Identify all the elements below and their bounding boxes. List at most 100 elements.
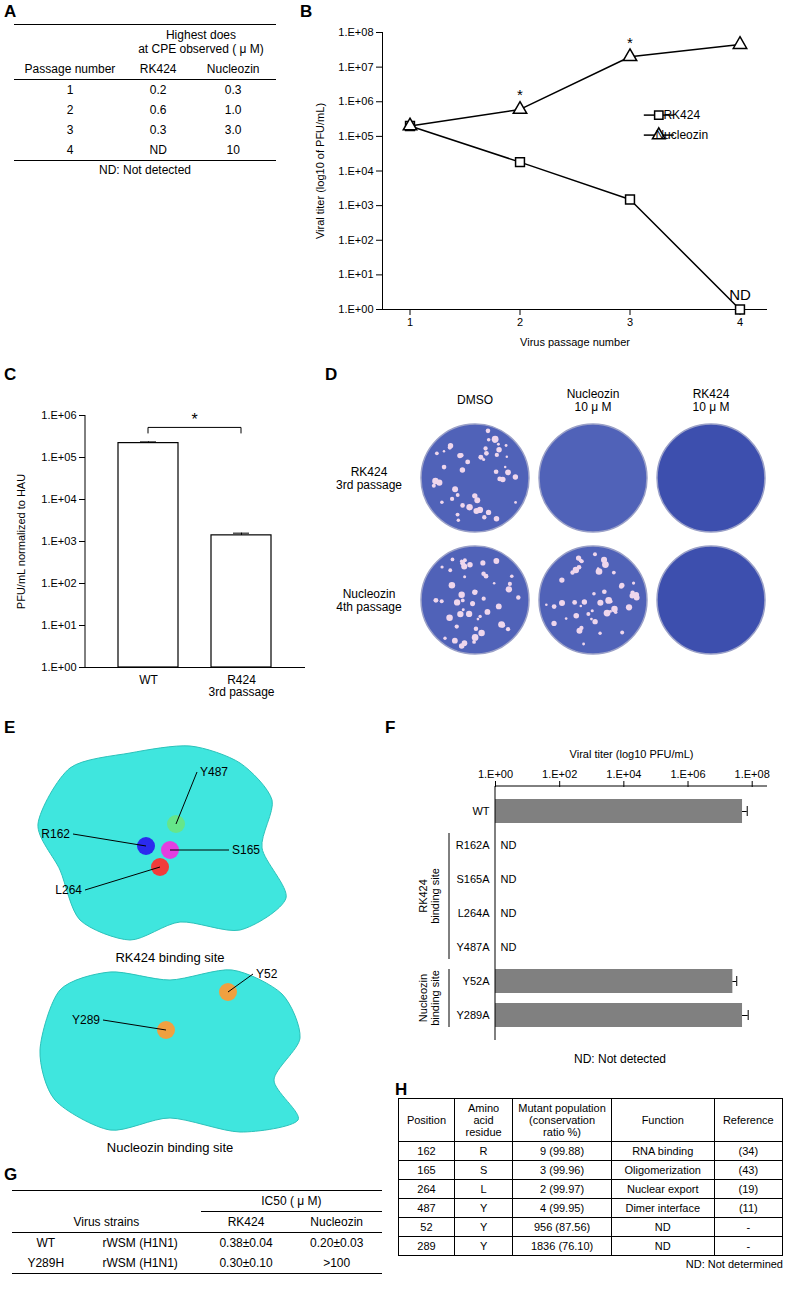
- html-text:0.20±0.03: 0.20±0.03: [310, 1236, 364, 1250]
- svg-text:R4243rd passage: R4243rd passage: [208, 673, 274, 699]
- html-text:0.3: 0.3: [224, 83, 242, 97]
- svg-text:1.E+02: 1.E+02: [41, 577, 76, 589]
- html-text:0.2: 0.2: [149, 83, 167, 97]
- html-text:10: 10: [226, 143, 240, 157]
- svg-text:*: *: [191, 411, 197, 428]
- svg-text:4: 4: [737, 316, 743, 328]
- html-text:ND: Not detected: ND: Not detected: [574, 1052, 666, 1066]
- svg-text:1.E+01: 1.E+01: [338, 268, 373, 280]
- html-text:0.6: 0.6: [149, 103, 167, 117]
- svg-text:PFU/mL normalized to HAU: PFU/mL normalized to HAU: [15, 474, 27, 609]
- html-text:0.38±0.04: 0.38±0.04: [219, 1236, 273, 1250]
- svg-text:Y487: Y487: [200, 765, 228, 779]
- html-text:Highest does at CPE observed (: Highest does at CPE observed ( μ M): [138, 28, 264, 56]
- svg-text:RK424 binding site: RK424 binding site: [115, 950, 224, 965]
- svg-text:1.E+05: 1.E+05: [338, 130, 373, 142]
- svg-text:*: *: [517, 86, 523, 103]
- svg-text:1.E+00: 1.E+00: [478, 768, 513, 780]
- svg-text:R162: R162: [41, 827, 70, 841]
- svg-text:ND: ND: [501, 941, 517, 953]
- html-text:Position: Position: [406, 1114, 446, 1126]
- svg-text:1.E+00: 1.E+00: [338, 303, 373, 315]
- svg-text:S165: S165: [232, 843, 260, 857]
- html-text:RK424: RK424: [139, 62, 177, 76]
- svg-text:Y52A: Y52A: [463, 975, 491, 987]
- html-text:3.0: 3.0: [224, 123, 242, 137]
- svg-text:ND: ND: [501, 873, 517, 885]
- svg-text:1.E+07: 1.E+07: [338, 61, 373, 73]
- svg-text:1.E+00: 1.E+00: [41, 661, 76, 673]
- svg-text:2: 2: [517, 316, 523, 328]
- svg-text:1.E+02: 1.E+02: [542, 768, 577, 780]
- svg-text:Nucleozin10 μ M: Nucleozin10 μ M: [567, 387, 620, 414]
- svg-text:Y487A: Y487A: [456, 941, 490, 953]
- svg-text:Y289: Y289: [72, 1013, 100, 1027]
- svg-text:1.E+04: 1.E+04: [606, 768, 641, 780]
- html-text:Amino acid residue: Amino acid residue: [465, 1102, 502, 1138]
- html-text:Y289H: Y289H: [27, 1256, 65, 1270]
- html-text:>100: >100: [323, 1256, 351, 1270]
- svg-text:1.E+06: 1.E+06: [670, 768, 705, 780]
- html-text:IC50 ( μ M): IC50 ( μ M): [261, 1194, 322, 1208]
- svg-text:*: *: [627, 34, 633, 51]
- svg-text:RK4243rd passage: RK4243rd passage: [336, 465, 402, 492]
- svg-text:3: 3: [627, 316, 633, 328]
- svg-text:1.E+02: 1.E+02: [338, 234, 373, 246]
- html-text:WT: WT: [36, 1236, 56, 1250]
- html-text:G: G: [4, 1165, 18, 1184]
- html-text:1.0: 1.0: [224, 103, 242, 117]
- svg-text:Viral titer (log10 of PFU/mL): Viral titer (log10 of PFU/mL): [314, 103, 326, 239]
- svg-text:1.E+03: 1.E+03: [338, 199, 373, 211]
- html-text:H: H: [395, 1080, 408, 1099]
- svg-text:L264: L264: [55, 883, 82, 897]
- svg-text:WT: WT: [139, 673, 158, 687]
- html-text:A: A: [4, 2, 17, 21]
- html-text:Function: Function: [641, 1114, 684, 1126]
- html-text:Mutant population (conservatio: Mutant population (conservation ratio %): [518, 1102, 606, 1138]
- svg-text:Nucleozin4th passage: Nucleozin4th passage: [336, 587, 402, 614]
- svg-text:Nucleozinbinding site: Nucleozinbinding site: [417, 970, 441, 1026]
- svg-text:RK42410 μ M: RK42410 μ M: [693, 387, 730, 414]
- html-text:ND: ND: [149, 143, 167, 157]
- svg-text:ND: ND: [501, 839, 517, 851]
- svg-text:ND: ND: [729, 286, 751, 303]
- html-text:Nucleozin: Nucleozin: [206, 62, 260, 76]
- svg-text:R162A: R162A: [456, 839, 490, 851]
- svg-text:Viral titer (log10 PFU/mL): Viral titer (log10 PFU/mL): [570, 748, 694, 760]
- svg-text:Nucleozin binding site: Nucleozin binding site: [107, 1140, 233, 1155]
- html-text:C: C: [4, 365, 17, 384]
- svg-text:1.E+06: 1.E+06: [338, 95, 373, 107]
- html-text:Passage number: Passage number: [24, 62, 116, 76]
- svg-text:1.E+03: 1.E+03: [41, 535, 76, 547]
- svg-text:S165A: S165A: [456, 873, 490, 885]
- svg-text:1: 1: [407, 316, 413, 328]
- svg-text:L264A: L264A: [458, 907, 490, 919]
- svg-text:1.E+06: 1.E+06: [41, 409, 76, 421]
- svg-text:1.E+08: 1.E+08: [735, 768, 770, 780]
- svg-text:Y289A: Y289A: [456, 1009, 490, 1021]
- html-text:rWSM (H1N1): rWSM (H1N1): [102, 1256, 178, 1270]
- svg-text:RK424: RK424: [663, 108, 700, 122]
- svg-text:WT: WT: [472, 805, 489, 817]
- svg-text:Y52: Y52: [256, 967, 278, 981]
- svg-text:1.E+01: 1.E+01: [41, 619, 76, 631]
- html-text:rWSM (H1N1): rWSM (H1N1): [102, 1236, 178, 1250]
- html-text:B: B: [300, 2, 313, 21]
- html-text:RK424: RK424: [227, 1215, 265, 1229]
- html-text:ND: Not detected: ND: Not detected: [99, 163, 191, 177]
- svg-text:Nucleozin: Nucleozin: [655, 128, 708, 142]
- html-text:Virus strains: Virus strains: [73, 1214, 140, 1229]
- svg-text:Virus passage number: Virus passage number: [520, 336, 630, 348]
- html-text:0.30±0.10: 0.30±0.10: [219, 1256, 273, 1270]
- svg-text:ND: ND: [501, 907, 517, 919]
- svg-text:1.E+04: 1.E+04: [41, 493, 76, 505]
- html-text:E: E: [4, 718, 16, 737]
- html-text:Nucleozin: Nucleozin: [310, 1215, 363, 1229]
- svg-text:1.E+05: 1.E+05: [41, 451, 76, 463]
- html-text:D: D: [325, 365, 338, 384]
- svg-text:RK424binding site: RK424binding site: [417, 868, 441, 924]
- svg-text:DMSO: DMSO: [457, 393, 493, 407]
- html-text:0.3: 0.3: [149, 123, 167, 137]
- svg-text:1.E+04: 1.E+04: [338, 165, 373, 177]
- svg-text:1.E+08: 1.E+08: [338, 26, 373, 38]
